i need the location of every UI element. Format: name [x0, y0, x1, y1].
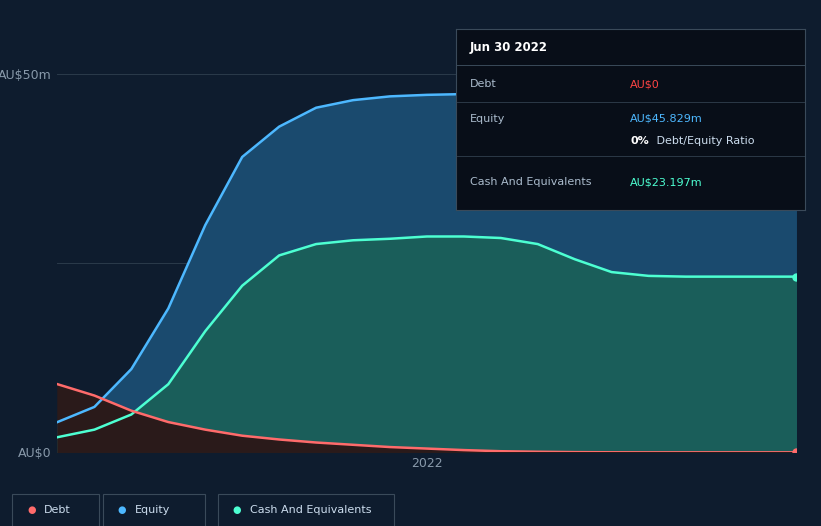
- Text: ●: ●: [232, 505, 241, 515]
- Text: AU$23.197m: AU$23.197m: [631, 177, 703, 187]
- Text: Debt: Debt: [44, 505, 71, 515]
- Text: AU$45.829m: AU$45.829m: [631, 114, 703, 124]
- Text: Debt: Debt: [470, 79, 497, 89]
- Text: Cash And Equivalents: Cash And Equivalents: [250, 505, 371, 515]
- Text: ●: ●: [27, 505, 35, 515]
- Text: ●: ●: [117, 505, 126, 515]
- Text: Equity: Equity: [470, 114, 505, 124]
- Text: Jun 30 2022: Jun 30 2022: [470, 42, 548, 55]
- Text: Cash And Equivalents: Cash And Equivalents: [470, 177, 591, 187]
- Text: 0%: 0%: [631, 136, 649, 146]
- Text: Debt/Equity Ratio: Debt/Equity Ratio: [653, 136, 754, 146]
- Text: Equity: Equity: [135, 505, 170, 515]
- Text: AU$0: AU$0: [631, 79, 660, 89]
